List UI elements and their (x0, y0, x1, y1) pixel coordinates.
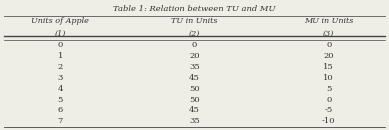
Text: MU in Units: MU in Units (304, 17, 353, 25)
Text: TU in Units: TU in Units (171, 17, 218, 25)
Text: 2: 2 (58, 63, 63, 71)
Text: 45: 45 (189, 106, 200, 114)
Text: 0: 0 (326, 41, 331, 49)
Text: (2): (2) (189, 30, 200, 38)
Text: 5: 5 (326, 85, 331, 93)
Text: 0: 0 (326, 96, 331, 103)
Text: 45: 45 (189, 74, 200, 82)
Text: 7: 7 (58, 117, 63, 125)
Text: 5: 5 (58, 96, 63, 103)
Text: 35: 35 (189, 117, 200, 125)
Text: Units of Apple: Units of Apple (32, 17, 89, 25)
Text: 15: 15 (323, 63, 334, 71)
Text: 50: 50 (189, 85, 200, 93)
Text: 50: 50 (189, 96, 200, 103)
Text: 1: 1 (58, 52, 63, 60)
Text: 3: 3 (58, 74, 63, 82)
Text: 35: 35 (189, 63, 200, 71)
Text: (1): (1) (54, 30, 66, 38)
Text: 20: 20 (189, 52, 200, 60)
Text: -10: -10 (322, 117, 335, 125)
Text: 4: 4 (58, 85, 63, 93)
Text: 0: 0 (192, 41, 197, 49)
Text: 20: 20 (324, 52, 334, 60)
Text: 10: 10 (323, 74, 334, 82)
Text: 6: 6 (58, 106, 63, 114)
Text: -5: -5 (324, 106, 333, 114)
Text: 0: 0 (58, 41, 63, 49)
Text: (3): (3) (323, 30, 335, 38)
Text: Table 1: Relation between TU and MU: Table 1: Relation between TU and MU (113, 5, 276, 13)
